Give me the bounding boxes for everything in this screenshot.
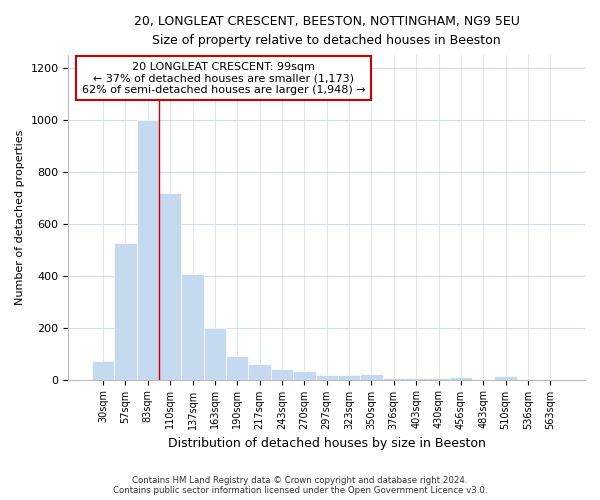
Bar [405, 378, 427, 380]
Bar [159, 192, 181, 380]
Title: 20, LONGLEAT CRESCENT, BEESTON, NOTTINGHAM, NG9 5EU
Size of property relative to: 20, LONGLEAT CRESCENT, BEESTON, NOTTINGH… [134, 15, 520, 47]
Bar [338, 375, 360, 380]
Bar [271, 369, 293, 380]
Text: 20 LONGLEAT CRESCENT: 99sqm
← 37% of detached houses are smaller (1,173)
62% of : 20 LONGLEAT CRESCENT: 99sqm ← 37% of det… [82, 62, 365, 95]
X-axis label: Distribution of detached houses by size in Beeston: Distribution of detached houses by size … [168, 437, 485, 450]
Bar [248, 364, 271, 380]
Bar [226, 356, 248, 380]
Bar [316, 375, 338, 380]
Bar [360, 374, 383, 380]
Text: Contains HM Land Registry data © Crown copyright and database right 2024.
Contai: Contains HM Land Registry data © Crown c… [113, 476, 487, 495]
Bar [204, 328, 226, 380]
Bar [293, 372, 316, 380]
Bar [383, 378, 405, 380]
Bar [181, 274, 204, 380]
Bar [494, 376, 517, 380]
Y-axis label: Number of detached properties: Number of detached properties [15, 130, 25, 305]
Bar [450, 377, 472, 380]
Bar [427, 378, 450, 380]
Bar [114, 244, 137, 380]
Bar [92, 362, 114, 380]
Bar [137, 120, 159, 380]
